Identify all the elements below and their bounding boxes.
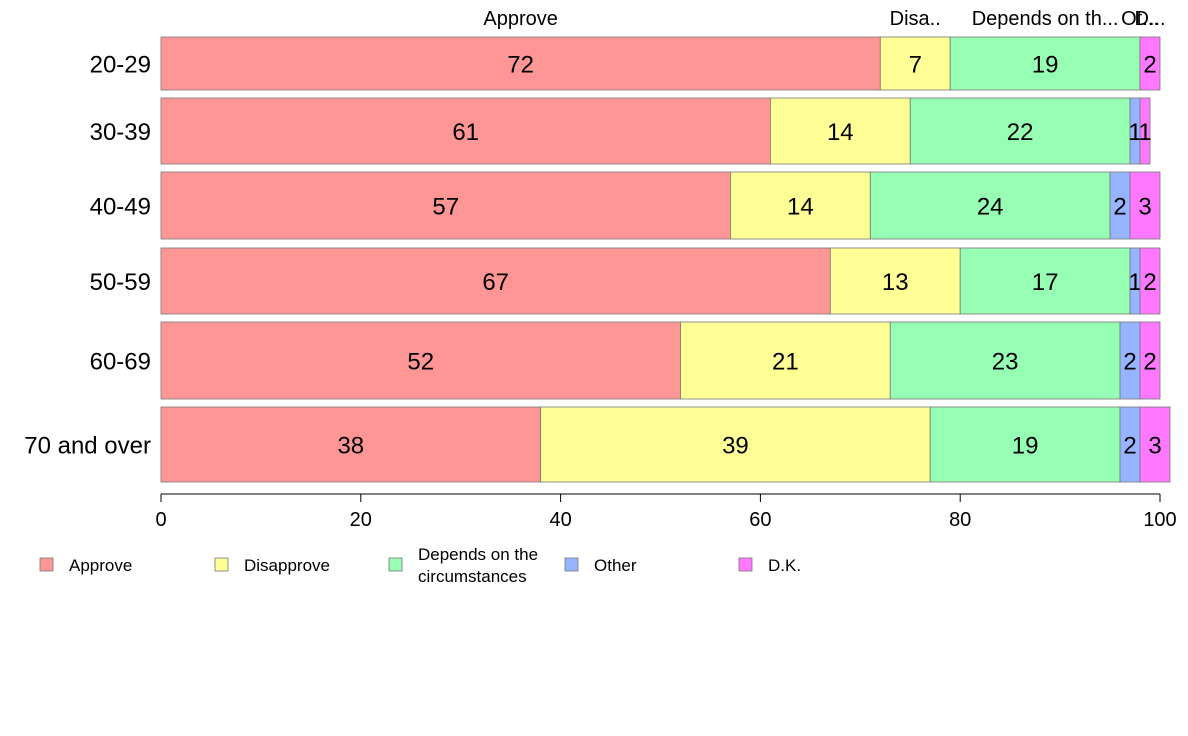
legend-swatch [738, 557, 753, 572]
x-axis: 0 20 40 60 80 100 [155, 493, 1177, 531]
category-label: 20-29 [90, 52, 151, 79]
legend-label: Other [594, 556, 637, 575]
legend-label: Approve [69, 556, 132, 575]
data-label: 1 [1128, 269, 1141, 296]
bar-segment [1139, 406, 1171, 483]
legend-label: D.K. [768, 556, 801, 575]
bar-segment [160, 406, 542, 483]
bar-segment [929, 406, 1121, 483]
data-label: 2 [1123, 349, 1136, 376]
category-label: 30-39 [90, 119, 151, 146]
bar-segment [1129, 171, 1161, 240]
bar-segment [769, 97, 911, 165]
bar-segment [1139, 36, 1161, 91]
top-series-label: Disa.. [890, 8, 941, 30]
data-label: 2 [1143, 52, 1156, 79]
y-axis-labels: 20-29 30-39 40-49 50-59 60-69 70 and over [24, 52, 151, 460]
data-label: 23 [992, 349, 1019, 376]
data-label: 14 [827, 119, 854, 146]
category-label: 70 and over [24, 433, 151, 460]
top-series-labels: Approve Disa.. Depends on th... Ot...D... [483, 8, 1165, 30]
legend-swatch [564, 557, 579, 572]
bar-segment [909, 97, 1131, 165]
bar-segment [160, 171, 731, 240]
x-tick-label: 80 [949, 509, 971, 531]
bar-segment [1139, 247, 1161, 315]
top-series-label: Approve [483, 8, 558, 30]
bar-segment [1139, 97, 1151, 165]
data-label: 1 [1128, 119, 1141, 146]
data-label: 21 [772, 349, 799, 376]
data-label: 57 [432, 194, 459, 221]
data-label: 7 [909, 52, 922, 79]
data-label: 38 [337, 433, 364, 460]
data-label: 24 [977, 194, 1004, 221]
data-label: 17 [1032, 269, 1059, 296]
data-label: 1 [1138, 119, 1151, 146]
data-label: 3 [1138, 194, 1151, 221]
data-label: 61 [452, 119, 479, 146]
data-label: 2 [1113, 194, 1126, 221]
x-tick-label: 20 [350, 509, 372, 531]
data-label: 52 [407, 349, 434, 376]
x-tick-label: 60 [749, 509, 771, 531]
bar-segment [540, 406, 931, 483]
data-label: 22 [1007, 119, 1034, 146]
category-label: 40-49 [90, 194, 151, 221]
data-label: 19 [1032, 52, 1059, 79]
top-series-label: D... [1134, 8, 1165, 30]
bar-segment [160, 247, 831, 315]
legend-swatch [388, 557, 403, 572]
data-label: 2 [1143, 349, 1156, 376]
data-label: 39 [722, 433, 749, 460]
bar-segment [829, 247, 961, 315]
legend-label: Depends on the [418, 545, 538, 564]
data-label: 67 [482, 269, 509, 296]
legend-label: circumstances [418, 567, 527, 586]
category-label: 60-69 [90, 349, 151, 376]
x-tick-label: 0 [155, 509, 166, 531]
legend-label: Disapprove [244, 556, 330, 575]
data-label: 2 [1123, 433, 1136, 460]
bar-segment [869, 171, 1111, 240]
data-label: 72 [507, 52, 534, 79]
x-tick-label: 40 [549, 509, 571, 531]
legend-swatch [214, 557, 229, 572]
x-tick-label: 100 [1143, 509, 1176, 531]
data-label: 19 [1012, 433, 1039, 460]
category-label: 50-59 [90, 269, 151, 296]
bar-segment [680, 321, 891, 400]
bar-segment [730, 171, 871, 240]
legend: Approve Disapprove Depends on the circumsta… [39, 545, 801, 586]
bar-segment [1139, 321, 1161, 400]
bar-segment [879, 36, 951, 91]
top-series-label: Depends on th... [972, 8, 1119, 30]
bar-segment [160, 97, 771, 165]
data-label: 2 [1143, 269, 1156, 296]
top-series-label: Ot... [1121, 8, 1159, 30]
legend-swatch [39, 557, 54, 572]
data-label: 14 [787, 194, 814, 221]
data-label: 13 [882, 269, 909, 296]
data-label: 3 [1148, 433, 1161, 460]
bar-segment [160, 321, 681, 400]
